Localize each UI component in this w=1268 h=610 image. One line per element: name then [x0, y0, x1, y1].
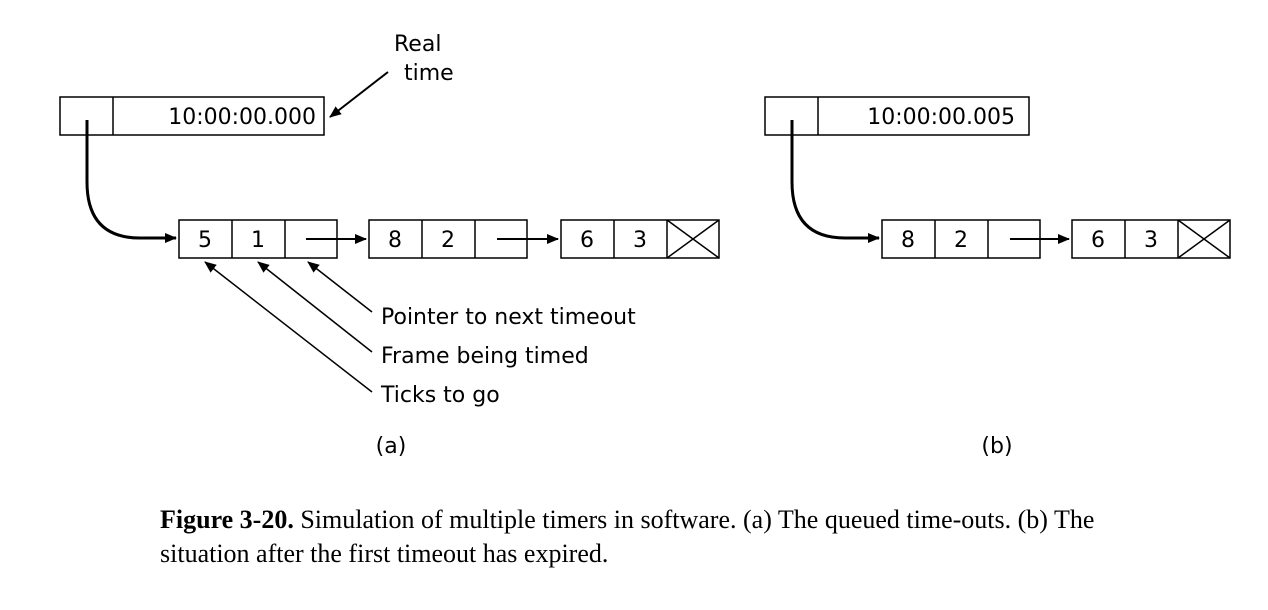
panel-b-label: (b)	[981, 434, 1012, 459]
frame-annotation-arrow	[257, 261, 373, 353]
caption-label: Figure 3-20.	[160, 505, 294, 534]
null-pointer-cross	[666, 219, 720, 259]
head-pointer-arrow-a	[85, 120, 177, 243]
frame-value: 3	[633, 228, 647, 253]
timer-node: 6 3	[560, 219, 720, 259]
realtime-arrow	[329, 71, 389, 118]
frame-value: 2	[441, 228, 455, 253]
figure-caption: Figure 3-20. Simulation of multiple time…	[160, 503, 1140, 571]
head-pointer-arrow-b	[790, 120, 880, 243]
ticks-to-go-value: 6	[580, 228, 594, 253]
ticks-to-go-value: 5	[198, 228, 212, 253]
ticks-annotation-arrow	[204, 261, 373, 393]
panel-b: 10:00:00.005 8 2 6 3 (b)	[764, 96, 1231, 459]
ticks-to-go-value: 8	[901, 228, 915, 253]
frame-value: 2	[954, 228, 968, 253]
clock-time-b: 10:00:00.005	[867, 105, 1015, 130]
panel-a-label: (a)	[376, 434, 407, 459]
clock-box-a: 10:00:00.000	[59, 96, 325, 136]
frame-annotation-label: Frame being timed	[381, 344, 589, 369]
ticks-to-go-value: 6	[1091, 228, 1105, 253]
frame-value: 3	[1144, 228, 1158, 253]
panel-a: Real time 10:00:00.000 5 1 8 2	[59, 32, 720, 459]
realtime-label-line2: time	[404, 61, 454, 86]
pointer-annotation-label: Pointer to next timeout	[381, 305, 636, 330]
clock-box-b: 10:00:00.005	[764, 96, 1030, 136]
ticks-annotation-label: Ticks to go	[380, 383, 500, 408]
clock-time-a: 10:00:00.000	[168, 105, 316, 130]
ticks-to-go-value: 8	[388, 228, 402, 253]
caption-text: Simulation of multiple timers in softwar…	[160, 505, 1095, 568]
null-pointer-cross	[1177, 219, 1231, 259]
realtime-label-line1: Real	[394, 32, 441, 57]
frame-value: 1	[251, 228, 265, 253]
timer-node: 6 3	[1071, 219, 1231, 259]
pointer-annotation-arrow	[307, 261, 373, 313]
